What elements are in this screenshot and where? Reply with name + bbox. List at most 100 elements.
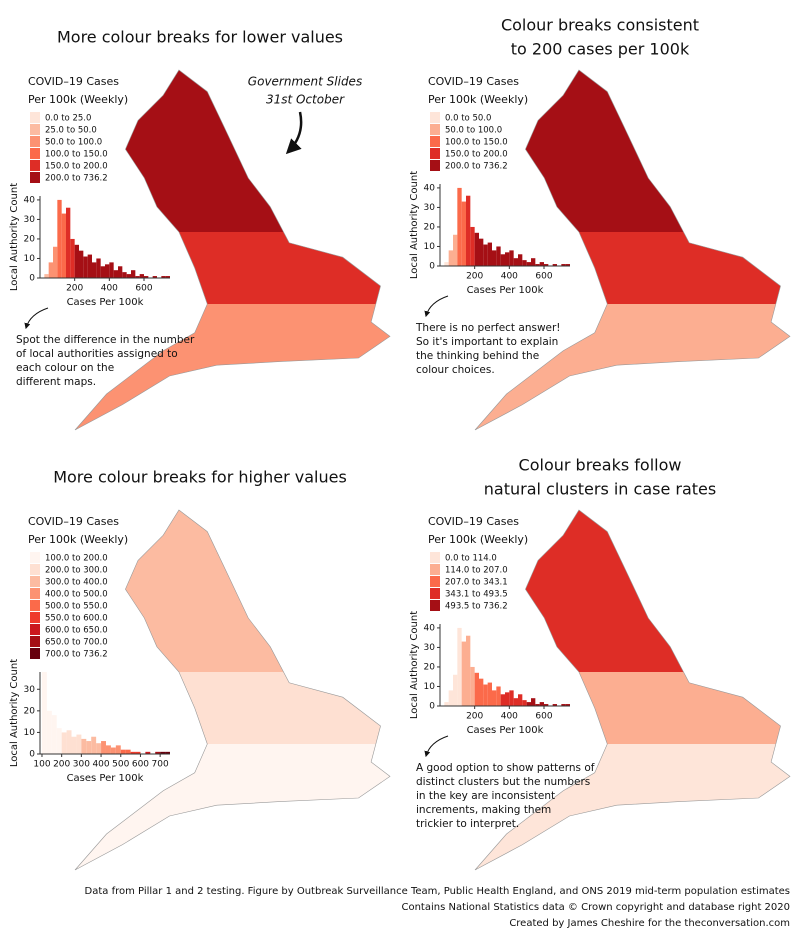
legend-swatch [30, 112, 40, 123]
legend-title: Per 100k (Weekly) [428, 533, 528, 546]
histogram-bar [66, 207, 71, 278]
histogram-bar [474, 672, 479, 706]
histogram-bar [165, 276, 170, 278]
legend-label: 114.0 to 207.0 [445, 566, 508, 576]
histogram-bar [518, 254, 523, 266]
histogram-bar [126, 274, 131, 278]
histogram-bar [479, 678, 484, 706]
histogram-bar [101, 741, 106, 754]
histogram-bar [496, 246, 501, 266]
histogram-bar [526, 702, 531, 706]
map [475, 510, 790, 870]
histogram-bar [165, 751, 170, 754]
legend-label: 150.0 to 200.0 [45, 162, 108, 172]
legend-swatch [430, 124, 440, 135]
histogram-bar [41, 672, 47, 754]
legend-title: COVID–19 Cases [28, 515, 119, 528]
x-tick-label: 600 [535, 712, 552, 722]
histogram-bar [470, 226, 475, 266]
y-tick-label: 10 [424, 242, 436, 252]
legend-swatch [30, 552, 40, 563]
y-tick-label: 0 [429, 702, 435, 712]
histogram-bar [56, 728, 62, 754]
legend-label: 200.0 to 300.0 [45, 566, 108, 576]
legend-title: Per 100k (Weekly) [28, 533, 128, 546]
histogram-bar [130, 751, 136, 754]
legend-label: 700.0 to 736.2 [45, 650, 108, 660]
note: trickier to interpret. [416, 818, 519, 830]
y-tick-label: 20 [24, 706, 36, 716]
histogram-bar [152, 276, 157, 278]
map-border [74, 69, 391, 431]
legend-swatch [430, 576, 440, 587]
note-arrow [424, 735, 449, 758]
histogram-bar [492, 250, 497, 266]
histogram-bar [565, 704, 570, 706]
x-tick-label: 400 [101, 284, 118, 294]
histogram-bar [535, 264, 540, 266]
map-region [75, 672, 390, 744]
legend-swatch [30, 588, 40, 599]
histogram-bar [466, 195, 471, 266]
y-tick-label: 10 [424, 682, 436, 692]
histogram-bar [461, 641, 466, 706]
legend-swatch [430, 136, 440, 147]
histogram-bar [522, 260, 527, 266]
legend-swatch [430, 600, 440, 611]
histogram-bar [561, 704, 566, 706]
x-tick-label: 100 [33, 760, 50, 770]
map [75, 70, 390, 430]
histogram-bar [492, 690, 497, 706]
histogram-bar [448, 250, 453, 266]
histogram-bar [500, 254, 505, 266]
legend-label: 0.0 to 25.0 [45, 114, 91, 124]
histogram-bar [131, 270, 136, 278]
footer: Created by James Cheshire for the thecon… [509, 918, 790, 929]
histogram-bar [71, 736, 77, 754]
histogram-bar [86, 741, 92, 754]
histogram-bar [105, 264, 110, 278]
histogram-bar [70, 238, 75, 278]
histogram-bar [496, 686, 501, 706]
y-tick-label: 20 [24, 234, 36, 244]
legend-swatch [30, 612, 40, 623]
x-axis-label: Cases Per 100k [67, 297, 144, 308]
panel-title: Colour breaks follow [519, 456, 682, 475]
legend-label: 493.5 to 736.2 [445, 602, 508, 612]
note: of local authorities assigned to [16, 348, 178, 360]
histogram-bar [139, 274, 144, 278]
histogram-bar [66, 730, 72, 754]
histogram-bar [105, 745, 111, 754]
note: There is no perfect answer! [415, 322, 561, 334]
note: distinct clusters but the numbers [416, 776, 590, 788]
histogram-bar [161, 276, 166, 278]
map [75, 510, 390, 870]
legend-label: 0.0 to 114.0 [445, 554, 497, 564]
histogram-bar [118, 266, 123, 278]
histogram-bar [513, 258, 518, 266]
histogram-bar [522, 700, 527, 706]
histogram-bar [100, 266, 105, 278]
y-tick-label: 40 [24, 195, 36, 205]
y-axis-label: Local Authority Count [9, 659, 20, 767]
x-tick-label: 600 [535, 272, 552, 282]
legend-label: 25.0 to 50.0 [45, 126, 97, 136]
x-tick-label: 200 [53, 760, 70, 770]
panel-title: to 200 cases per 100k [511, 40, 690, 59]
legend-label: 207.0 to 343.1 [445, 578, 508, 588]
x-axis-label: Cases Per 100k [467, 285, 544, 296]
callout: Government Slides [248, 75, 362, 89]
y-tick-label: 30 [24, 215, 36, 225]
y-tick-label: 0 [29, 274, 35, 284]
histogram-bar [122, 272, 127, 278]
histogram-bar [544, 264, 549, 266]
footer: Contains National Statistics data © Crow… [401, 902, 790, 913]
legend-label: 50.0 to 100.0 [45, 138, 102, 148]
legend-label: 50.0 to 100.0 [445, 126, 502, 136]
map-border [474, 69, 791, 431]
histogram-bar [544, 704, 549, 706]
histogram-bar [539, 262, 544, 266]
histogram-bar [470, 666, 475, 706]
legend-label: 100.0 to 150.0 [45, 150, 108, 160]
